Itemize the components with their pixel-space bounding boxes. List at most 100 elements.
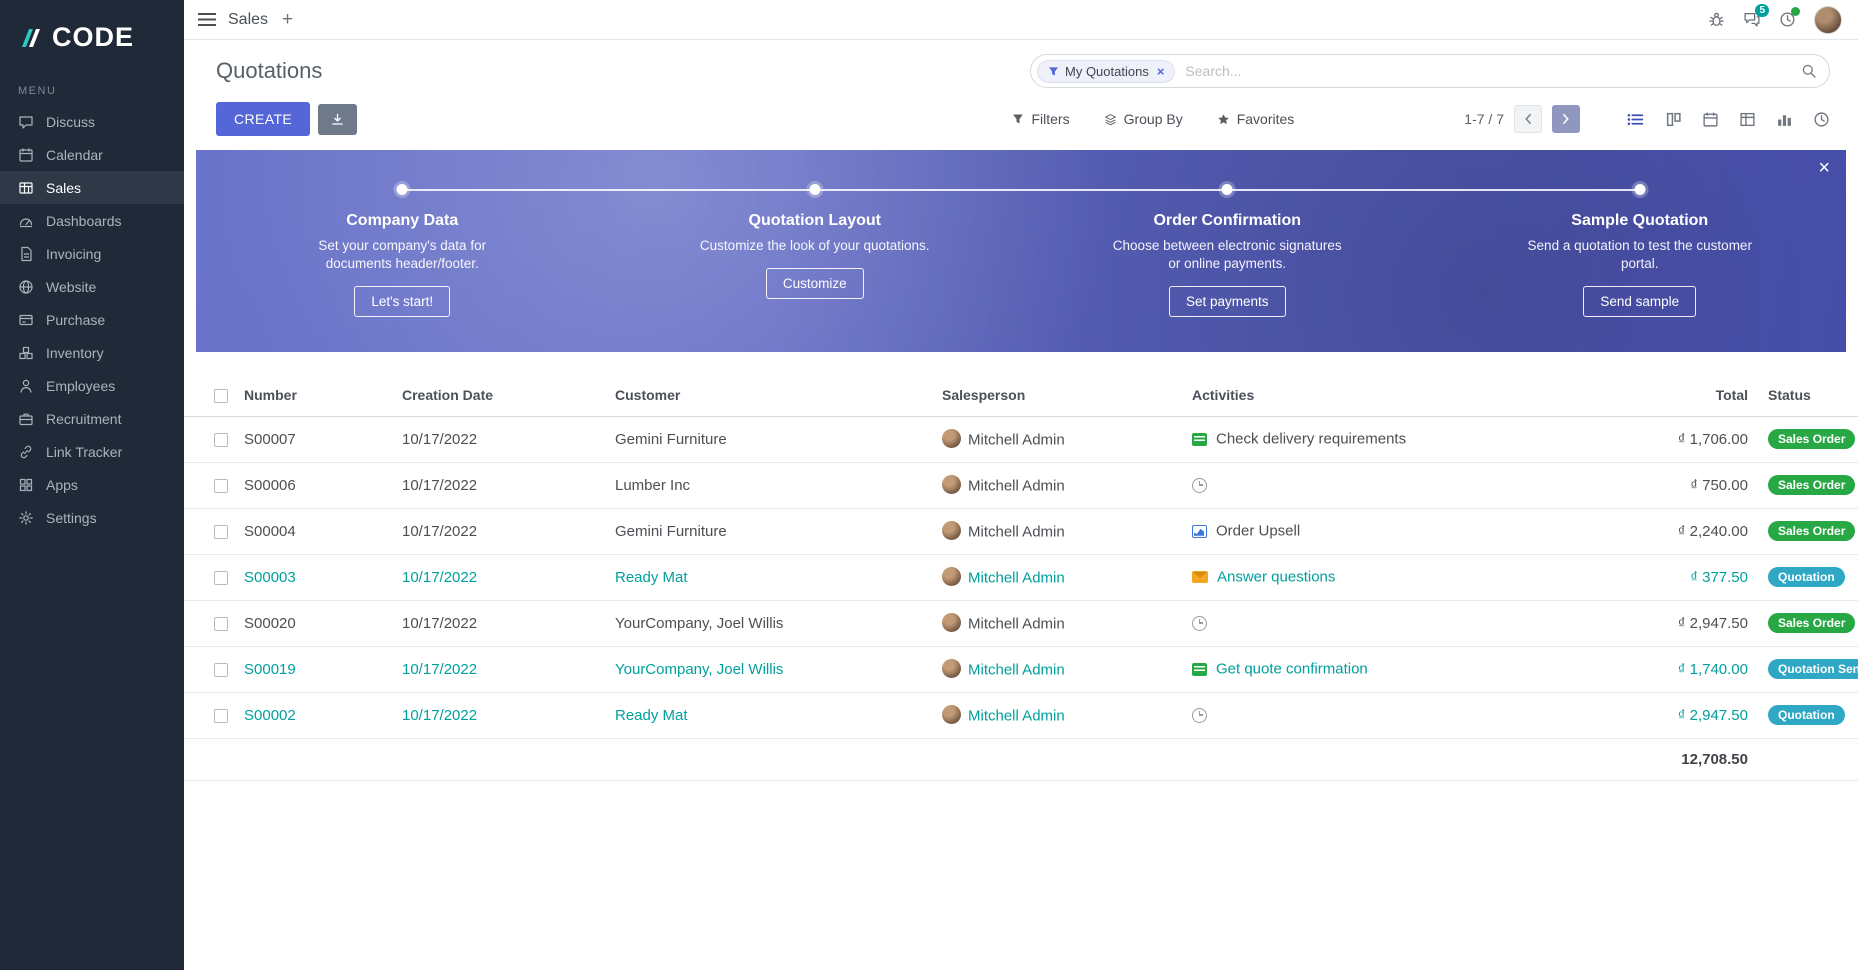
row-checkbox[interactable] [214, 570, 228, 585]
send-sample-button[interactable]: Send sample [1583, 286, 1697, 318]
sidebar-item-website[interactable]: Website [0, 270, 184, 303]
search-icon[interactable] [1801, 63, 1817, 79]
table-row[interactable]: S00002 10/17/2022 Ready Mat Mitchell Adm… [184, 692, 1858, 739]
user-avatar[interactable] [1814, 5, 1842, 34]
lets-start-button[interactable]: Let's start! [354, 286, 451, 318]
quotation-number: S00004 [240, 508, 398, 555]
search-facet-my-quotations[interactable]: My Quotations × [1037, 59, 1176, 83]
row-checkbox[interactable] [214, 478, 228, 493]
table-row[interactable]: S00006 10/17/2022 Lumber Inc Mitchell Ad… [184, 462, 1858, 509]
activity-clock-icon[interactable] [1192, 615, 1207, 631]
debug-bug-icon[interactable] [1708, 11, 1725, 28]
customer-name: Gemini Furniture [611, 508, 938, 555]
create-button[interactable]: CREATE [216, 102, 311, 136]
topbar: Sales + 5 [184, 0, 1858, 40]
filters-button[interactable]: Filters [1012, 111, 1070, 127]
facet-remove-icon[interactable]: × [1156, 63, 1165, 79]
activity-clock-icon[interactable] [1192, 707, 1207, 723]
step-description: Customize the look of your quotations. [699, 238, 930, 253]
sidebar-item-label: Calendar [46, 146, 103, 163]
sales-icon [18, 180, 34, 196]
row-checkbox[interactable] [214, 432, 228, 447]
dashboards-icon [18, 213, 34, 229]
sidebar-item-recruitment[interactable]: Recruitment [0, 402, 184, 435]
header-activities[interactable]: Activities [1188, 374, 1564, 417]
kanban-view-icon[interactable] [1665, 111, 1682, 128]
sidebar-item-apps[interactable]: Apps [0, 468, 184, 501]
total-amount: ₫ 2,947.50 [1564, 692, 1764, 739]
activity-list-icon[interactable] [1192, 662, 1207, 676]
step-description: Set your company's data for documents he… [318, 238, 487, 272]
facet-label: My Quotations [1065, 63, 1149, 79]
activity-envelope-icon[interactable] [1192, 571, 1208, 584]
salesperson-name: Mitchell Admin [968, 477, 1065, 495]
funnel-icon [1012, 113, 1024, 125]
set-payments-button[interactable]: Set payments [1168, 286, 1286, 318]
header-number[interactable]: Number [240, 374, 398, 417]
row-checkbox[interactable] [214, 616, 228, 631]
activity-view-icon[interactable] [1813, 111, 1830, 128]
table-row[interactable]: S00020 10/17/2022 YourCompany, Joel Will… [184, 600, 1858, 647]
messages-icon[interactable]: 5 [1743, 4, 1769, 28]
sidebar-item-employees[interactable]: Employees [0, 369, 184, 402]
onboarding-step-company-data: Company Data Set your company's data for… [196, 150, 609, 352]
table-row[interactable]: S00004 10/17/2022 Gemini Furniture Mitch… [184, 508, 1858, 555]
sidebar-item-settings[interactable]: Settings [0, 501, 184, 534]
activity-chart-icon[interactable] [1192, 524, 1207, 538]
search-bar[interactable]: My Quotations × [1030, 54, 1830, 88]
pager-next-button[interactable] [1552, 105, 1580, 133]
header-status[interactable]: Status [1764, 374, 1858, 417]
header-salesperson[interactable]: Salesperson [938, 374, 1188, 417]
sidebar-item-sales[interactable]: Sales [0, 171, 184, 204]
salesperson-name: Mitchell Admin [968, 523, 1065, 541]
onboarding-banner: × Company Data Set your company's data f… [196, 150, 1846, 352]
onboarding-step-sample-quotation: Sample Quotation Send a quotation to tes… [1434, 150, 1847, 352]
messages-count-badge: 5 [1755, 4, 1769, 17]
customize-button[interactable]: Customize [765, 268, 864, 300]
app-logo[interactable]: CODE [0, 0, 184, 71]
header-customer[interactable]: Customer [611, 374, 938, 417]
quotation-number: S00003 [240, 554, 398, 601]
header-creation-date[interactable]: Creation Date [398, 374, 611, 417]
graph-view-icon[interactable] [1776, 111, 1793, 128]
activity-list-icon[interactable] [1192, 432, 1207, 446]
row-checkbox[interactable] [214, 708, 228, 723]
row-checkbox[interactable] [214, 524, 228, 539]
hamburger-menu-icon[interactable] [198, 13, 216, 26]
sidebar-item-calendar[interactable]: Calendar [0, 138, 184, 171]
salesperson-avatar [942, 659, 961, 679]
favorites-button[interactable]: Favorites [1217, 111, 1294, 127]
select-all-checkbox[interactable] [214, 388, 228, 403]
filter-toolbar: Filters Group By Favorites [1012, 111, 1294, 127]
sidebar-item-discuss[interactable]: Discuss [0, 105, 184, 138]
sidebar-item-label: Employees [46, 377, 116, 394]
status-badge: Quotation [1768, 567, 1845, 587]
quotation-number: S00007 [240, 416, 398, 463]
table-row[interactable]: S00003 10/17/2022 Ready Mat Mitchell Adm… [184, 554, 1858, 601]
sidebar-item-dashboards[interactable]: Dashboards [0, 204, 184, 237]
creation-date: 10/17/2022 [398, 692, 611, 739]
pivot-view-icon[interactable] [1739, 111, 1756, 128]
calendar-view-icon[interactable] [1702, 111, 1719, 128]
sidebar-item-link-tracker[interactable]: Link Tracker [0, 435, 184, 468]
add-tab-button[interactable]: + [282, 9, 294, 30]
sidebar-item-invoicing[interactable]: Invoicing [0, 237, 184, 270]
table-row[interactable]: S00019 10/17/2022 YourCompany, Joel Will… [184, 646, 1858, 693]
table-row[interactable]: S00007 10/17/2022 Gemini Furniture Mitch… [184, 416, 1858, 463]
list-view-icon[interactable] [1626, 111, 1645, 128]
search-input[interactable] [1185, 63, 1801, 79]
sidebar-item-inventory[interactable]: Inventory [0, 336, 184, 369]
activity-clock-icon[interactable] [1192, 477, 1207, 493]
sidebar-item-purchase[interactable]: Purchase [0, 303, 184, 336]
row-checkbox[interactable] [214, 662, 228, 677]
pager-previous-button[interactable] [1514, 105, 1542, 133]
export-button[interactable] [318, 103, 358, 135]
onboarding-step-order-confirmation: Order Confirmation Choose between electr… [1021, 150, 1434, 352]
sidebar-item-label: Apps [46, 476, 78, 493]
group-by-button[interactable]: Group By [1104, 111, 1183, 127]
header-total[interactable]: Total [1564, 374, 1764, 417]
step-description: Choose between electronic signatures or … [1112, 238, 1342, 272]
salesperson-name: Mitchell Admin [968, 615, 1065, 633]
banner-close-icon[interactable]: × [1818, 157, 1830, 179]
activity-clock-icon[interactable] [1779, 7, 1800, 28]
